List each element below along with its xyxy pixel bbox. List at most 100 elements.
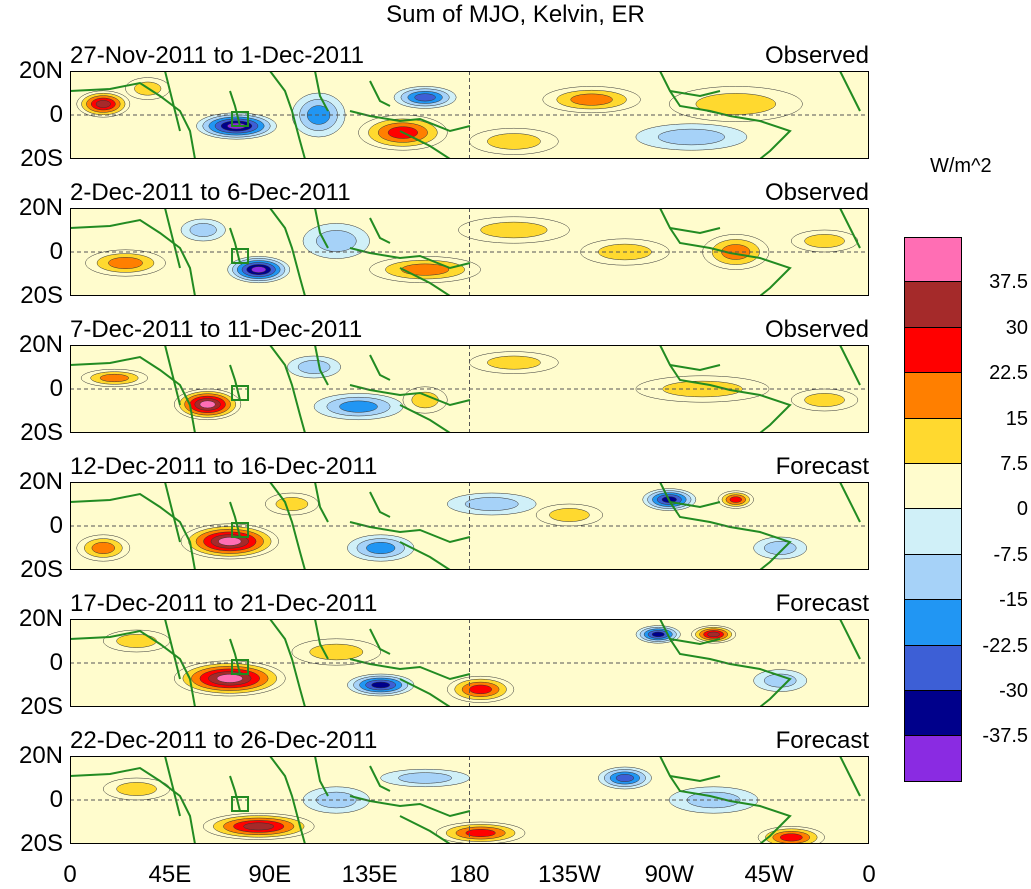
colorbar-swatch xyxy=(904,509,962,555)
anomaly-contour xyxy=(91,542,115,554)
y-tick-label: 0 xyxy=(49,512,63,539)
colorbar-swatch xyxy=(904,645,962,691)
anomaly-contour xyxy=(414,93,436,102)
colorbar-level-label: -30 xyxy=(999,680,1028,702)
x-tick-label: 45W xyxy=(744,861,794,888)
anomaly-contour xyxy=(763,673,797,688)
colorbar-swatch xyxy=(904,736,962,782)
coastline xyxy=(269,71,306,159)
region-box xyxy=(231,796,250,812)
colorbar-swatch xyxy=(904,237,962,283)
region-box xyxy=(231,522,250,538)
coastline xyxy=(164,756,181,817)
y-tick-label: 20N xyxy=(18,194,63,221)
y-tick-label: 20S xyxy=(20,419,63,446)
anomaly-contour xyxy=(487,355,541,370)
panel-kind-label: Forecast xyxy=(775,590,869,617)
chart-title: Sum of MJO, Kelvin, ER xyxy=(386,1,645,28)
anomaly-contour xyxy=(108,257,143,269)
coastline xyxy=(369,491,391,518)
coastline xyxy=(269,345,306,433)
anomaly-contour xyxy=(487,133,541,150)
coastline xyxy=(399,404,451,433)
y-tick-label: 0 xyxy=(49,649,63,676)
y-tick-label: 20S xyxy=(20,556,63,583)
x-tick-label: 180 xyxy=(449,861,490,888)
coastline xyxy=(659,345,792,433)
coastline xyxy=(229,501,241,538)
anomaly-contour xyxy=(570,93,613,106)
coastline xyxy=(399,541,451,570)
coastline xyxy=(164,208,181,269)
anomaly-contour xyxy=(243,822,275,831)
colorbar xyxy=(904,237,962,782)
panel-period-label: 27-Nov-2011 to 1-Dec-2011 xyxy=(70,42,364,69)
anomaly-contour xyxy=(216,674,243,683)
region-box xyxy=(231,659,250,675)
x-tick-label: 135W xyxy=(538,861,601,888)
panel-period-label: 17-Dec-2011 to 21-Dec-2011 xyxy=(70,590,378,617)
anomaly-contour xyxy=(657,128,725,146)
panel-kind-label: Observed xyxy=(764,179,869,206)
colorbar-swatch xyxy=(904,463,962,510)
region-box xyxy=(231,111,250,127)
colorbar-level-label: -22.5 xyxy=(982,634,1028,657)
colorbar-level-label: 30 xyxy=(1005,316,1028,339)
map-panel-4: 12-Dec-2011 to 16-Dec-2011 Forecast 20N 0 20… xyxy=(19,453,869,582)
x-tick-label: 90E xyxy=(248,861,292,888)
coastline xyxy=(164,345,181,406)
coastline xyxy=(314,71,329,112)
coastline xyxy=(369,80,391,107)
colorbar-swatch xyxy=(904,690,962,737)
panel-kind-label: Forecast xyxy=(775,453,869,480)
coastline xyxy=(399,267,451,296)
region-box xyxy=(231,385,250,401)
colorbar-swatch xyxy=(904,327,962,374)
coastline xyxy=(314,482,329,523)
panel-kind-label: Observed xyxy=(764,316,869,343)
anomaly-contour xyxy=(95,100,111,108)
coastline xyxy=(70,81,196,159)
x-tick-label: 45E xyxy=(148,861,192,888)
colorbar-level-label: -15 xyxy=(999,589,1028,612)
panel-period-label: 2-Dec-2011 to 6-Dec-2011 xyxy=(70,179,351,206)
coastline xyxy=(669,90,721,98)
anomaly-contour xyxy=(99,373,129,383)
anomaly-contour xyxy=(804,393,845,407)
coastline xyxy=(659,619,792,707)
coastline xyxy=(70,629,196,707)
coastline xyxy=(164,71,181,132)
colorbar-outline xyxy=(904,237,962,782)
y-tick-label: 20S xyxy=(20,830,63,857)
coastline xyxy=(70,355,196,433)
map-canvas-5 xyxy=(70,619,869,707)
y-tick-label: 20N xyxy=(18,331,63,358)
colorbar-swatch xyxy=(904,600,962,646)
coastline xyxy=(70,218,196,296)
region-box xyxy=(231,248,250,264)
coastline xyxy=(839,208,861,249)
anomaly-contour xyxy=(707,631,720,638)
coastline xyxy=(399,815,451,844)
map-panel-2: 2-Dec-2011 to 6-Dec-2011 Observed 20N 0 20S xyxy=(19,179,869,308)
coastline xyxy=(369,765,391,792)
panel-frame xyxy=(70,482,869,570)
anomaly-contour xyxy=(465,829,496,837)
coastline xyxy=(669,364,721,372)
y-tick-label: 20S xyxy=(20,693,63,720)
panel-kind-label: Forecast xyxy=(775,727,869,754)
map-canvas-1 xyxy=(70,71,869,159)
coastline xyxy=(839,345,861,386)
colorbar-swatch xyxy=(904,554,962,601)
coastline xyxy=(164,482,181,543)
y-tick-label: 20N xyxy=(18,468,63,495)
x-tick-label: 0 xyxy=(63,861,77,888)
panel-frame xyxy=(70,345,869,433)
panel-period-label: 7-Dec-2011 to 11-Dec-2011 xyxy=(70,316,363,343)
anomaly-contour xyxy=(371,681,391,689)
colorbar-level-label: 22.5 xyxy=(989,362,1028,385)
colorbar-swatch xyxy=(904,418,962,464)
anomaly-contour xyxy=(199,400,216,409)
anomaly-contour xyxy=(651,631,665,638)
coastline xyxy=(659,756,792,844)
